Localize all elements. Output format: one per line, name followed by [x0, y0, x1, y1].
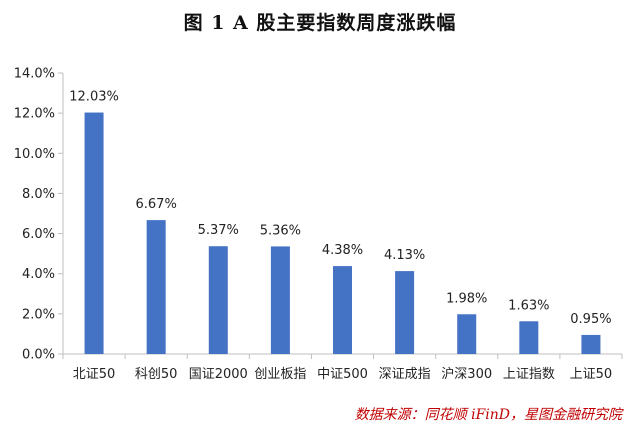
bar	[519, 321, 539, 354]
y-tick-label: 6.0%	[22, 227, 55, 242]
data-label: 5.37%	[198, 223, 239, 238]
data-label: 1.63%	[508, 298, 549, 313]
bar	[581, 334, 601, 354]
category-label: 国证2000	[189, 367, 248, 382]
category-label: 上证指数	[503, 367, 555, 382]
data-label: 4.13%	[384, 248, 425, 263]
category-label: 深证成指	[379, 367, 431, 382]
source-note: 数据来源：同花顺 iFinD，星图金融研究院	[354, 407, 622, 423]
y-tick-label: 12.0%	[14, 107, 55, 122]
bar	[395, 271, 415, 354]
category-label: 创业板指	[254, 367, 306, 382]
category-label: 科创50	[135, 367, 178, 382]
data-label: 0.95%	[570, 312, 611, 327]
bar	[270, 246, 290, 354]
bar	[146, 220, 166, 354]
category-label: 北证50	[73, 367, 116, 382]
bar	[333, 266, 352, 354]
bar	[84, 112, 104, 354]
bar	[457, 314, 477, 354]
chart-title: 图 1 A 股主要指数周度涨跌幅	[183, 12, 457, 34]
data-label: 4.38%	[322, 243, 363, 258]
axes: 0.0% 2.0% 4.0% 6.0% 8.0% 10.0% 12.0% 14.0%	[14, 67, 623, 363]
y-tick-label: 2.0%	[22, 307, 55, 322]
data-label: 6.67%	[136, 197, 177, 212]
bar-chart: 0.0% 2.0% 4.0% 6.0% 8.0% 10.0% 12.0% 14.0% 12.0…	[14, 67, 623, 382]
bars	[84, 112, 601, 354]
bar	[208, 246, 228, 354]
category-label: 中证500	[317, 367, 368, 382]
y-tick-label: 4.0%	[22, 267, 55, 282]
category-label: 上证50	[570, 367, 613, 382]
category-label: 沪深300	[441, 366, 492, 382]
data-label: 12.03%	[69, 90, 119, 105]
y-tick-label: 14.0%	[14, 67, 55, 82]
data-label: 5.36%	[260, 223, 301, 238]
labels: 12.03% 北证50 6.67% 科创50 5.37% 国证2000 5.36% 创业板指 4…	[69, 90, 612, 382]
y-tick-label: 10.0%	[14, 147, 55, 162]
y-tick-label: 0.0%	[22, 348, 55, 363]
y-tick-label: 8.0%	[22, 187, 55, 202]
data-label: 1.98%	[446, 291, 487, 306]
